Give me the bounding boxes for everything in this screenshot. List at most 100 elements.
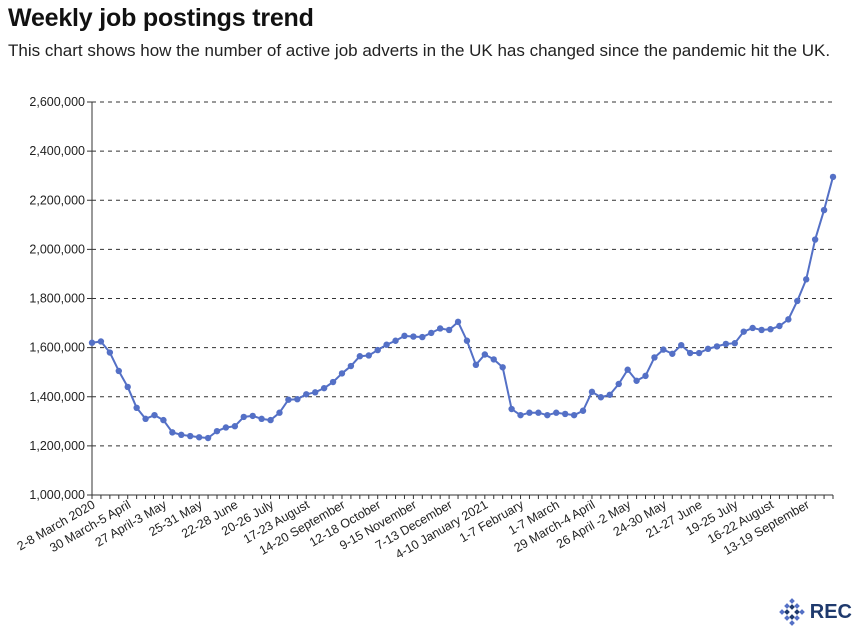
data-point[interactable]	[526, 409, 533, 416]
data-point[interactable]	[624, 366, 631, 373]
data-point[interactable]	[106, 349, 114, 356]
gridlines	[92, 101, 833, 447]
data-point[interactable]	[195, 434, 203, 441]
y-tick-label: 1,600,000	[29, 341, 85, 355]
data-point[interactable]	[740, 328, 747, 335]
data-point[interactable]	[88, 339, 96, 346]
data-point[interactable]	[454, 318, 462, 326]
data-point[interactable]	[383, 341, 390, 348]
data-point[interactable]	[490, 356, 497, 363]
data-point[interactable]	[561, 410, 569, 418]
y-tick-label: 2,600,000	[29, 95, 85, 109]
y-tick-label: 1,000,000	[29, 488, 85, 502]
data-point[interactable]	[767, 326, 774, 333]
data-point[interactable]	[267, 416, 274, 424]
y-tick-label: 1,800,000	[29, 292, 85, 306]
data-point[interactable]	[338, 370, 346, 377]
data-point[interactable]	[758, 326, 765, 334]
data-point[interactable]	[615, 380, 622, 388]
data-point[interactable]	[829, 173, 837, 181]
y-tick-label: 2,400,000	[29, 144, 85, 158]
data-point[interactable]	[436, 325, 444, 332]
data-point[interactable]	[651, 354, 658, 361]
data-point[interactable]	[231, 423, 239, 430]
rec-diamond-icon	[778, 598, 805, 626]
data-point[interactable]	[776, 322, 783, 330]
data-point[interactable]	[785, 316, 792, 323]
data-point[interactable]	[303, 391, 310, 398]
data-point[interactable]	[187, 432, 194, 440]
data-point[interactable]	[481, 351, 489, 358]
data-point[interactable]	[633, 377, 640, 384]
data-point[interactable]	[811, 236, 819, 243]
data-point[interactable]	[544, 411, 551, 419]
data-point[interactable]	[222, 424, 230, 431]
data-point[interactable]	[249, 412, 256, 420]
data-point[interactable]	[695, 349, 703, 357]
data-point[interactable]	[722, 340, 730, 348]
data-point[interactable]	[686, 349, 694, 357]
chart-subtitle: This chart shows how the number of activ…	[8, 41, 831, 60]
data-point[interactable]	[410, 333, 417, 340]
data-point[interactable]	[356, 353, 364, 360]
data-point[interactable]	[445, 326, 453, 334]
plot-area	[88, 173, 837, 442]
data-point[interactable]	[133, 404, 140, 412]
data-point[interactable]	[294, 396, 301, 403]
data-point[interactable]	[642, 372, 649, 380]
data-point[interactable]	[142, 415, 149, 423]
data-point[interactable]	[151, 411, 158, 419]
data-point[interactable]	[392, 337, 399, 344]
data-point[interactable]	[276, 409, 283, 416]
data-point[interactable]	[213, 427, 221, 435]
data-point[interactable]	[124, 383, 131, 391]
data-point[interactable]	[588, 388, 596, 396]
logo-text: REC	[809, 600, 852, 623]
data-point[interactable]	[240, 413, 247, 421]
data-point[interactable]	[704, 345, 712, 353]
data-point[interactable]	[204, 434, 212, 442]
y-tick-label: 2,000,000	[29, 242, 85, 256]
data-point[interactable]	[472, 361, 480, 369]
data-point[interactable]	[463, 337, 471, 344]
data-point[interactable]	[169, 429, 176, 436]
data-point[interactable]	[97, 338, 105, 345]
data-point[interactable]	[713, 343, 721, 350]
data-point[interactable]	[570, 411, 578, 419]
data-point[interactable]	[597, 394, 605, 401]
y-axis: 1,000,000 1,200,000 1,400,000 1,600,000 1,80…	[29, 95, 93, 502]
data-point[interactable]	[258, 415, 265, 423]
data-point[interactable]	[731, 340, 738, 347]
data-point[interactable]	[508, 405, 515, 413]
data-point[interactable]	[660, 346, 667, 353]
data-point[interactable]	[419, 333, 426, 341]
data-point[interactable]	[115, 367, 122, 375]
data-point[interactable]	[178, 431, 185, 439]
data-point[interactable]	[329, 378, 337, 386]
data-point[interactable]	[320, 384, 328, 392]
y-tick-label: 1,400,000	[29, 390, 85, 404]
data-point[interactable]	[749, 324, 756, 332]
data-point[interactable]	[535, 409, 542, 416]
data-point[interactable]	[553, 409, 560, 416]
data-point[interactable]	[160, 416, 167, 424]
data-point[interactable]	[401, 332, 408, 340]
y-tick-label: 1,200,000	[29, 439, 85, 453]
data-point[interactable]	[579, 407, 587, 414]
data-point[interactable]	[374, 346, 381, 354]
data-point[interactable]	[285, 396, 292, 403]
data-point[interactable]	[606, 391, 614, 398]
data-point[interactable]	[365, 352, 372, 359]
data-point[interactable]	[678, 341, 685, 349]
data-point[interactable]	[347, 362, 355, 370]
data-point[interactable]	[669, 350, 676, 357]
data-point[interactable]	[794, 297, 801, 305]
data-point[interactable]	[803, 276, 810, 283]
data-point[interactable]	[499, 364, 506, 371]
data-point[interactable]	[820, 206, 828, 214]
data-point[interactable]	[311, 389, 319, 396]
data-point[interactable]	[428, 329, 435, 337]
data-point[interactable]	[517, 411, 524, 419]
